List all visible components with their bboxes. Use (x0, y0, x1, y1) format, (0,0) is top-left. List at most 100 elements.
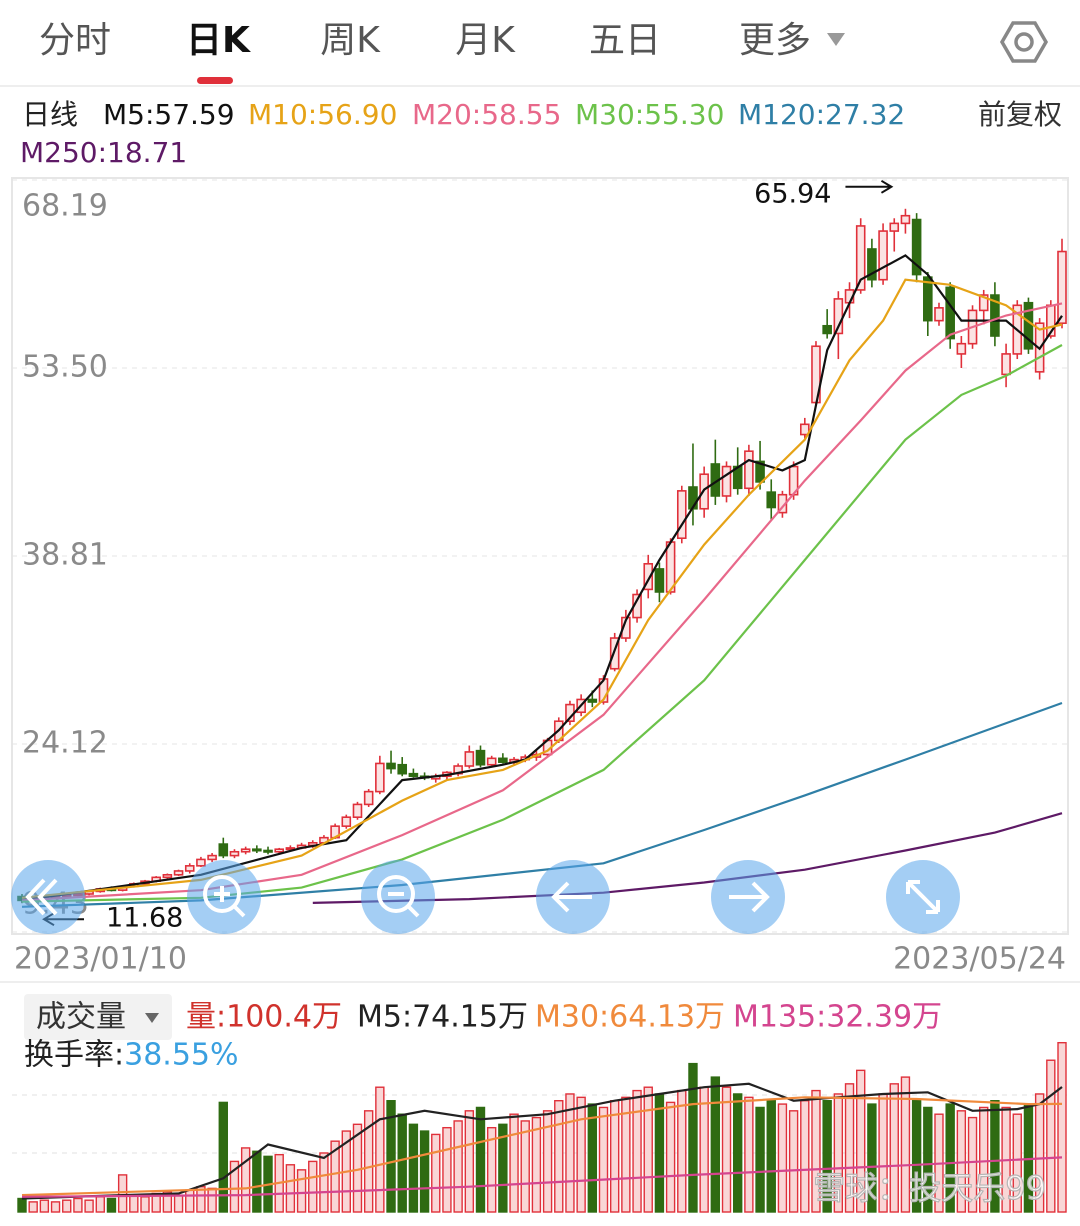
tab[interactable]: 分时 (39, 20, 111, 61)
zoom-out-button[interactable] (361, 860, 435, 934)
move-right-button[interactable] (711, 860, 785, 934)
volume-bar (285, 1164, 296, 1213)
tab[interactable]: 月K (455, 20, 516, 61)
volume-bar (766, 1100, 776, 1213)
candle-body (397, 763, 408, 775)
candle-body (352, 803, 363, 819)
volume-bar (229, 1160, 240, 1213)
legend-title: 日线 (22, 98, 78, 131)
adjust-mode[interactable]: 前复权 (978, 98, 1062, 131)
annotation-label: 65.94 (754, 178, 831, 209)
volume-bar (1012, 1113, 1022, 1213)
volume-bar (811, 1089, 821, 1213)
volume-bar (554, 1100, 564, 1213)
y-tick-label: 53.50 (22, 350, 108, 385)
volume-bar (744, 1096, 754, 1213)
volume-bar (945, 1103, 955, 1213)
candle-body (1057, 250, 1067, 325)
volume-bar (911, 1100, 922, 1213)
candle-body (945, 286, 955, 340)
volume-label: 量:100.4万 (186, 1000, 342, 1035)
volume-bar (598, 1106, 609, 1213)
scroll-left-button[interactable] (11, 860, 85, 934)
volume-bar (62, 1199, 72, 1213)
legend-entry: M5:57.59 (103, 98, 235, 131)
candle-body (184, 865, 195, 872)
volume-bar (363, 1110, 374, 1213)
volume-bar (542, 1110, 553, 1213)
dropdown-arrow[interactable] (827, 33, 845, 46)
dropdown-arrow[interactable] (145, 1013, 159, 1023)
x-tick-label: 2023/05/24 (893, 942, 1066, 977)
volume-bar (509, 1113, 519, 1213)
volume-bar (923, 1106, 933, 1213)
legend-entry: M250:18.71 (20, 136, 187, 169)
volume-bar (319, 1152, 329, 1213)
candle-body (285, 847, 296, 851)
volume-bar (218, 1101, 228, 1213)
legend-entry: M5:74.15万 (357, 1000, 528, 1035)
candle-body (229, 850, 240, 857)
volume-bar (721, 1086, 732, 1213)
candle-body (911, 218, 922, 276)
candle-body (799, 423, 810, 436)
volume-bar (654, 1093, 665, 1213)
candle-body (956, 342, 967, 355)
candle-body (934, 307, 944, 322)
volume-bar (498, 1123, 508, 1213)
candle-body (978, 294, 989, 312)
tab[interactable]: 更多 (739, 20, 811, 61)
volume-bar (520, 1120, 530, 1213)
y-tick-label: 38.81 (22, 538, 108, 573)
candle-body (486, 757, 497, 766)
volume-bar (308, 1160, 318, 1213)
volume-bar (576, 1096, 586, 1213)
settings-icon[interactable] (999, 21, 1049, 63)
volume-bar (140, 1196, 150, 1213)
turnover-value: 38.55% (124, 1038, 238, 1073)
candle-body (218, 843, 229, 857)
tab[interactable]: 周K (320, 20, 381, 61)
volume-bar (665, 1101, 676, 1213)
tab[interactable]: 五日 (589, 20, 661, 61)
candle-body (162, 873, 173, 879)
volume-bar (464, 1110, 475, 1213)
volume-bar (900, 1076, 911, 1213)
volume-bar (677, 1089, 687, 1213)
volume-bar (129, 1194, 139, 1213)
volume-bar (330, 1140, 340, 1213)
volume-bar (844, 1083, 855, 1213)
volume-bar (240, 1147, 251, 1213)
candle-body (274, 848, 285, 853)
volume-bar (442, 1126, 452, 1213)
indicator-selector[interactable] (24, 994, 172, 1040)
legend-entry: M20:58.55 (412, 98, 561, 131)
candle-body (609, 637, 620, 670)
volume-bar (531, 1116, 542, 1213)
zoom-in-button[interactable] (187, 860, 261, 934)
volume-bar (856, 1069, 866, 1213)
legend-entry: M30:64.13万 (535, 1000, 725, 1035)
volume-bar (50, 1201, 61, 1213)
fullscreen-button[interactable] (886, 860, 960, 934)
volume-bar (386, 1100, 396, 1213)
y-tick-label: 24.12 (22, 726, 108, 761)
volume-bar (28, 1201, 38, 1213)
volume-bar (173, 1194, 184, 1213)
candle-body (207, 854, 217, 861)
candle-body (900, 214, 911, 225)
volume-bar (408, 1123, 419, 1213)
tab[interactable]: 日K (186, 20, 251, 61)
candle-body (1001, 353, 1011, 376)
y-tick-label: 68.19 (22, 189, 108, 224)
candle-body (263, 849, 273, 853)
candle-body (464, 751, 475, 767)
move-left-button[interactable] (536, 860, 610, 934)
indicator-name[interactable]: 成交量 (36, 1000, 126, 1035)
volume-bar (788, 1110, 799, 1213)
candle-body (341, 816, 352, 827)
volume-bar (475, 1106, 486, 1213)
candle-body (643, 563, 654, 591)
